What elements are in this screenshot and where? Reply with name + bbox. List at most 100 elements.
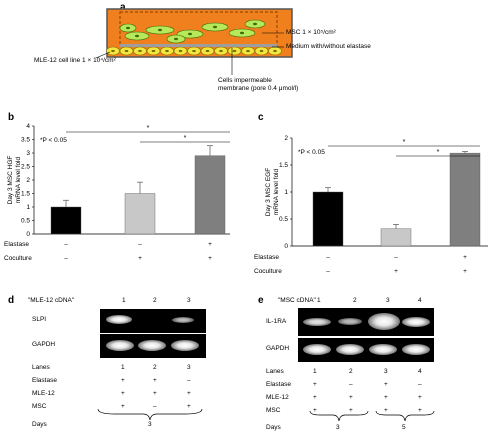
condition-row-cell: – xyxy=(418,381,422,388)
bar xyxy=(380,228,412,247)
condition-cell: – xyxy=(64,241,68,248)
condition-row-label: MSC xyxy=(266,407,281,414)
condition-row-label: Elastase xyxy=(32,377,57,384)
gapdh-gel xyxy=(100,334,206,358)
condition-cell: + xyxy=(208,241,212,248)
mle-nucleus xyxy=(259,49,264,53)
condition-row-cell: – xyxy=(153,403,157,410)
bar xyxy=(50,206,82,235)
gel-band xyxy=(303,344,331,355)
condition-cell: + xyxy=(138,255,142,262)
condition-label: Coculture xyxy=(4,255,32,262)
p-value-annotation: *P < 0.05 xyxy=(298,149,325,156)
slpi-gel xyxy=(100,309,206,333)
days-label-d: Days xyxy=(32,421,47,428)
y-tick-label: 1 xyxy=(284,189,288,196)
bar xyxy=(312,191,344,247)
significance-star: * xyxy=(437,149,440,156)
lane-num: 1 xyxy=(317,297,321,304)
condition-row-cell: + xyxy=(121,377,125,384)
mle-nucleus xyxy=(178,49,183,53)
msc-nucleus xyxy=(174,37,178,41)
condition-row-cell: 4 xyxy=(418,368,422,375)
gel-band xyxy=(336,344,364,355)
mle-nucleus xyxy=(192,49,196,53)
days-value-d: 3 xyxy=(148,421,152,428)
y-tick-label: 3 xyxy=(26,150,30,157)
gel-band xyxy=(338,318,362,325)
condition-row-cell: + xyxy=(313,407,317,414)
condition-row-cell: + xyxy=(313,394,317,401)
condition-cell: + xyxy=(463,254,467,261)
gel-band xyxy=(402,317,430,327)
lane-num: 3 xyxy=(187,297,191,304)
gapdh-gel-e xyxy=(298,338,434,362)
gel-band xyxy=(106,315,132,324)
gel-band xyxy=(368,313,400,330)
gene-label-gapdh: GAPDH xyxy=(32,341,56,348)
condition-row-cell: + xyxy=(384,407,388,414)
y-tick-label: 2.5 xyxy=(21,164,30,171)
msc-cdna-header: "MSC cDNA" xyxy=(278,297,316,304)
days-label-e: Days xyxy=(266,424,281,431)
mle-nucleus xyxy=(273,49,277,53)
y-tick-label: 1.5 xyxy=(279,162,288,169)
mle-nucleus xyxy=(246,49,250,53)
condition-row-cell: 3 xyxy=(384,368,388,375)
condition-cell: – xyxy=(394,254,398,261)
y-axis-label: Day 3 MSC HGFmRNA level fold xyxy=(7,156,22,205)
condition-row-cell: + xyxy=(384,381,388,388)
condition-label: Elastase xyxy=(254,254,279,261)
condition-row-cell: + xyxy=(349,394,353,401)
condition-label: Coculture xyxy=(254,268,282,275)
bar xyxy=(194,155,226,235)
gel-band xyxy=(171,340,199,351)
mle-nucleus xyxy=(165,49,169,53)
y-tick-label: 1 xyxy=(26,204,30,211)
condition-row-cell: + xyxy=(187,403,191,410)
gene-label-il1ra: IL-1RA xyxy=(266,318,287,325)
y-tick-label: 0 xyxy=(284,243,288,250)
lane-num: 3 xyxy=(386,297,390,304)
msc-cell-layer xyxy=(119,19,266,44)
days-value-e: 3 xyxy=(336,424,340,431)
condition-row-label: Lanes xyxy=(32,364,50,371)
condition-row-label: Elastase xyxy=(266,381,291,388)
bar xyxy=(124,193,156,235)
condition-row-label: MLE-12 xyxy=(32,390,55,397)
msc-nucleus xyxy=(158,28,162,32)
coculture-schematic xyxy=(95,8,293,75)
lane-num: 2 xyxy=(153,297,157,304)
days-value-e: 5 xyxy=(402,424,406,431)
condition-row-cell: 2 xyxy=(153,364,157,371)
condition-row-cell: – xyxy=(187,377,191,384)
msc-nucleus xyxy=(240,31,244,35)
mle-nucleus xyxy=(219,49,223,53)
mle-cdna-header: "MLE-12 cDNA" xyxy=(28,297,75,304)
membrane-label-line1: Cells impermeable xyxy=(218,77,272,84)
gel-band xyxy=(172,317,194,323)
condition-cell: + xyxy=(208,255,212,262)
condition-row-cell: + xyxy=(121,403,125,410)
gene-label-gapdh-e: GAPDH xyxy=(266,345,290,352)
significance-star: * xyxy=(184,135,187,142)
y-tick-label: 0.5 xyxy=(279,216,288,223)
mle-density-label: MLE-12 cell line 1 × 10⁴/cm² xyxy=(34,57,116,64)
condition-row-cell: 3 xyxy=(187,364,191,371)
condition-row-cell: + xyxy=(384,394,388,401)
mle-nucleus xyxy=(205,49,210,53)
gel-band xyxy=(138,340,166,351)
chart-c: 0 0.5 1 1.5 2 Day 3 MSC EGFmRNA level fold *P … xyxy=(254,135,488,275)
y-tick-label: 4 xyxy=(26,123,30,130)
mle-nucleus xyxy=(111,49,115,53)
y-tick-label: 2 xyxy=(284,135,288,142)
panel-label-c: c xyxy=(258,112,264,123)
condition-cell: – xyxy=(138,241,142,248)
condition-cell: – xyxy=(64,255,68,262)
panel-label-b: b xyxy=(8,112,15,123)
bar xyxy=(449,152,481,247)
msc-density-label: MSC 1 × 10⁵/cm² xyxy=(286,29,336,36)
condition-row-cell: + xyxy=(349,407,353,414)
days-brace-d xyxy=(97,408,203,421)
condition-row-cell: + xyxy=(187,390,191,397)
